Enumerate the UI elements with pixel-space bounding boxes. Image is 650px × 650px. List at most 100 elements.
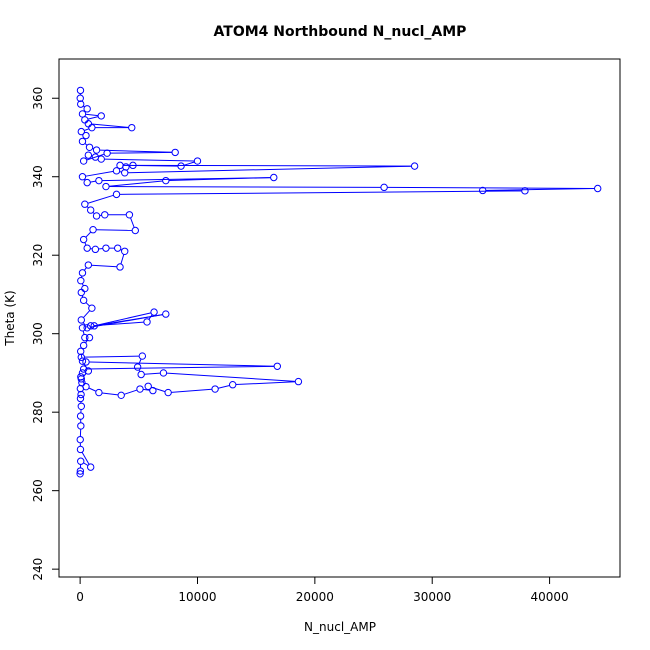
data-point (78, 110, 87, 118)
data-point (83, 244, 91, 252)
series-segment (102, 177, 271, 182)
data-point (88, 123, 96, 132)
data-point (149, 386, 157, 395)
series-segment (127, 165, 412, 174)
data-point (78, 357, 87, 365)
data-point (102, 182, 110, 191)
data-point (101, 211, 109, 219)
data-point (76, 86, 85, 95)
data-point (137, 370, 145, 379)
series-segment (387, 186, 595, 189)
y-tick-label: 280 (31, 401, 45, 424)
data-point (90, 322, 98, 330)
data-point (79, 341, 88, 350)
data-point (116, 263, 124, 271)
data-point (112, 167, 121, 175)
data-point (594, 184, 602, 193)
data-point (76, 445, 85, 454)
data-point (77, 457, 85, 465)
series-segment (124, 389, 138, 395)
series-segment (80, 354, 83, 359)
data-point (121, 169, 129, 177)
data-point (77, 288, 85, 297)
data-point (136, 385, 144, 393)
data-point (162, 176, 170, 185)
data-point (159, 369, 168, 377)
series-segment (171, 388, 212, 393)
series-segment (138, 358, 142, 365)
series-segment (84, 355, 140, 358)
data-point (113, 244, 122, 252)
data-point (82, 131, 90, 140)
data-series (76, 86, 602, 478)
data-point (77, 316, 85, 324)
series-segment (183, 161, 195, 166)
data-point (83, 178, 91, 187)
y-tick-label: 360 (31, 87, 45, 110)
data-point (81, 284, 89, 293)
series-segment (136, 164, 412, 167)
data-point (77, 277, 85, 285)
series-segment (85, 113, 99, 117)
data-point (95, 388, 103, 397)
series-segment (81, 451, 90, 465)
data-point (144, 382, 152, 390)
series-segment (84, 128, 90, 131)
data-point (128, 123, 136, 132)
series-segment (151, 386, 166, 393)
data-point (97, 112, 105, 120)
y-axis-label: Theta (K) (3, 290, 17, 346)
data-point (117, 391, 125, 400)
series-segment (166, 372, 296, 382)
series-segment (218, 384, 230, 389)
data-point (131, 226, 139, 235)
data-point (294, 377, 303, 386)
data-point (85, 333, 94, 342)
chart-title: ATOM4 Northbound N_nucl_AMP (214, 24, 467, 40)
series-segment (90, 314, 163, 328)
series-segment (130, 217, 135, 228)
data-point (77, 375, 85, 383)
data-point (270, 173, 278, 182)
series-segment (110, 151, 172, 154)
series-segment (86, 153, 105, 161)
series-segment (97, 312, 152, 326)
data-point (129, 161, 137, 170)
series-segment (83, 462, 89, 466)
data-point (91, 245, 100, 254)
data-point (77, 390, 85, 399)
data-point (164, 388, 172, 397)
series-segment (87, 194, 114, 204)
series-segment (89, 361, 275, 367)
y-tick-label: 320 (31, 244, 45, 267)
series-segment (85, 339, 88, 344)
x-tick-label: 0 (76, 590, 84, 604)
data-point (273, 362, 281, 370)
series-segment (123, 164, 178, 167)
y-tick-label: 340 (31, 165, 45, 188)
series-segment (109, 180, 163, 187)
data-point (83, 324, 91, 332)
data-point (133, 363, 142, 371)
data-point (84, 261, 93, 269)
data-point (150, 308, 158, 316)
x-axis-label: N_nucl_AMP (304, 620, 376, 634)
data-point (76, 435, 84, 444)
data-point (103, 149, 111, 157)
series-segment (86, 365, 275, 370)
x-tick-label: 20000 (296, 590, 334, 604)
data-point (76, 467, 85, 475)
series-segment (109, 186, 381, 188)
data-point (79, 235, 88, 244)
y-tick-label: 240 (31, 558, 45, 581)
data-point (89, 226, 97, 234)
data-point (228, 381, 237, 389)
data-point (177, 162, 185, 170)
series-segment (90, 180, 96, 183)
data-point (521, 187, 529, 195)
data-point (478, 186, 487, 195)
data-point (138, 352, 147, 360)
series-segment (120, 254, 125, 265)
data-point (76, 94, 84, 102)
data-point (92, 212, 101, 220)
